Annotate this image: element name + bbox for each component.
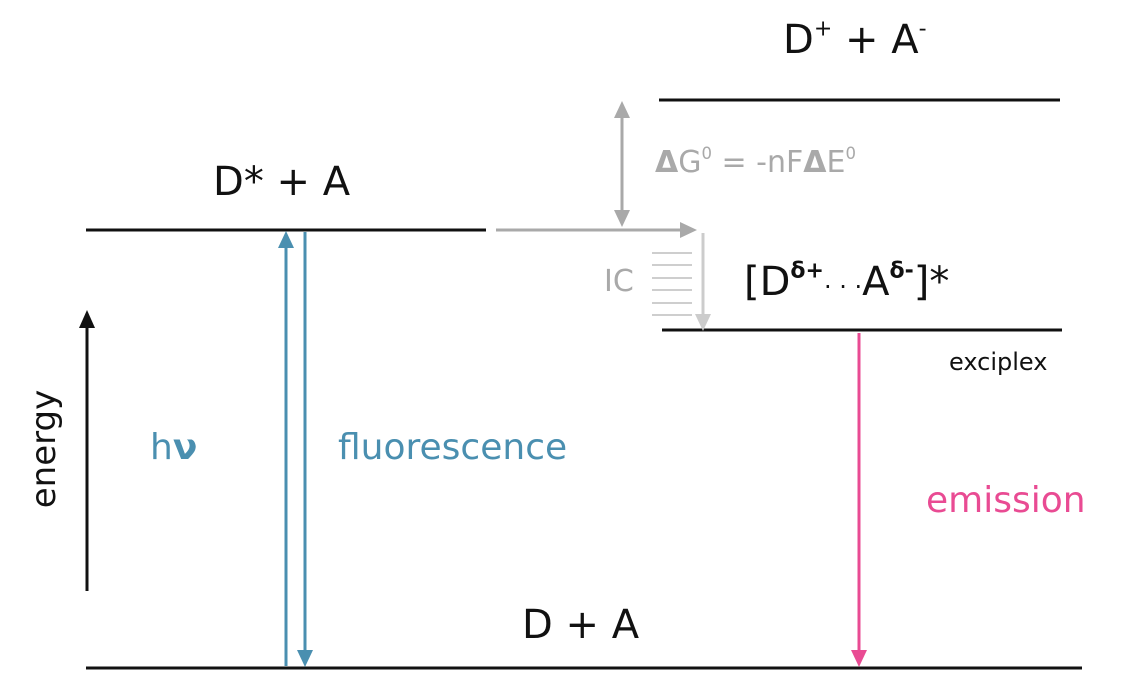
exciplex-a: A xyxy=(862,259,890,305)
exciplex-a-sup: δ- xyxy=(889,258,914,284)
excited-donor: D xyxy=(213,159,244,205)
cs-donor-charge: + xyxy=(813,16,833,42)
fluorescence-label: fluorescence xyxy=(338,427,568,468)
gibbs-equation: ΔG0 = -nFΔE0 xyxy=(655,145,856,180)
gibbs-g: G xyxy=(678,145,702,180)
absorption-arrow xyxy=(278,231,294,666)
ic-label: IC xyxy=(604,264,634,299)
exciplex-open: [D xyxy=(744,259,791,305)
excited-plus: + xyxy=(276,159,311,205)
energy-axis-label: energy xyxy=(24,389,64,509)
absorption-label: hν xyxy=(150,430,197,466)
excited-star: * xyxy=(243,159,264,205)
cs-plus: + xyxy=(844,17,879,63)
gibbs-delta-1: Δ xyxy=(655,145,679,180)
absorption-nu: ν xyxy=(172,427,198,468)
delta-g-double-arrow xyxy=(614,101,630,227)
exciplex-dots: · · · xyxy=(823,273,863,301)
emission-arrow xyxy=(851,333,867,667)
gibbs-e-sup: 0 xyxy=(845,143,856,163)
gibbs-e: E xyxy=(826,145,846,180)
gibbs-delta-2: Δ xyxy=(803,145,827,180)
gibbs-mid: = -nF xyxy=(711,145,804,180)
exciplex-d-sup: δ+ xyxy=(790,258,824,284)
transfer-arrow xyxy=(496,222,697,238)
absorption-h: h xyxy=(150,427,173,468)
ground-state-label: D + A xyxy=(522,602,640,648)
fluorescence-arrow xyxy=(297,232,313,667)
emission-label: emission xyxy=(926,480,1086,521)
cs-donor: D xyxy=(783,17,814,63)
charge-separated-label: D+ + A- xyxy=(783,17,927,63)
gibbs-g-sup: 0 xyxy=(701,143,712,163)
cs-acceptor-charge: - xyxy=(918,16,927,42)
energy-axis-arrow xyxy=(79,310,95,591)
excited-acceptor: A xyxy=(322,159,351,205)
exciplex-close: ]* xyxy=(913,259,950,305)
ic-ladder xyxy=(652,252,692,316)
excited-state-label: D* + A xyxy=(213,162,350,202)
exciplex-caption: exciplex xyxy=(949,348,1048,376)
internal-conversion-arrow xyxy=(695,233,711,331)
cs-acceptor: A xyxy=(891,17,919,63)
exciplex-formula: [Dδ+· · ·Aδ-]* xyxy=(744,259,950,305)
